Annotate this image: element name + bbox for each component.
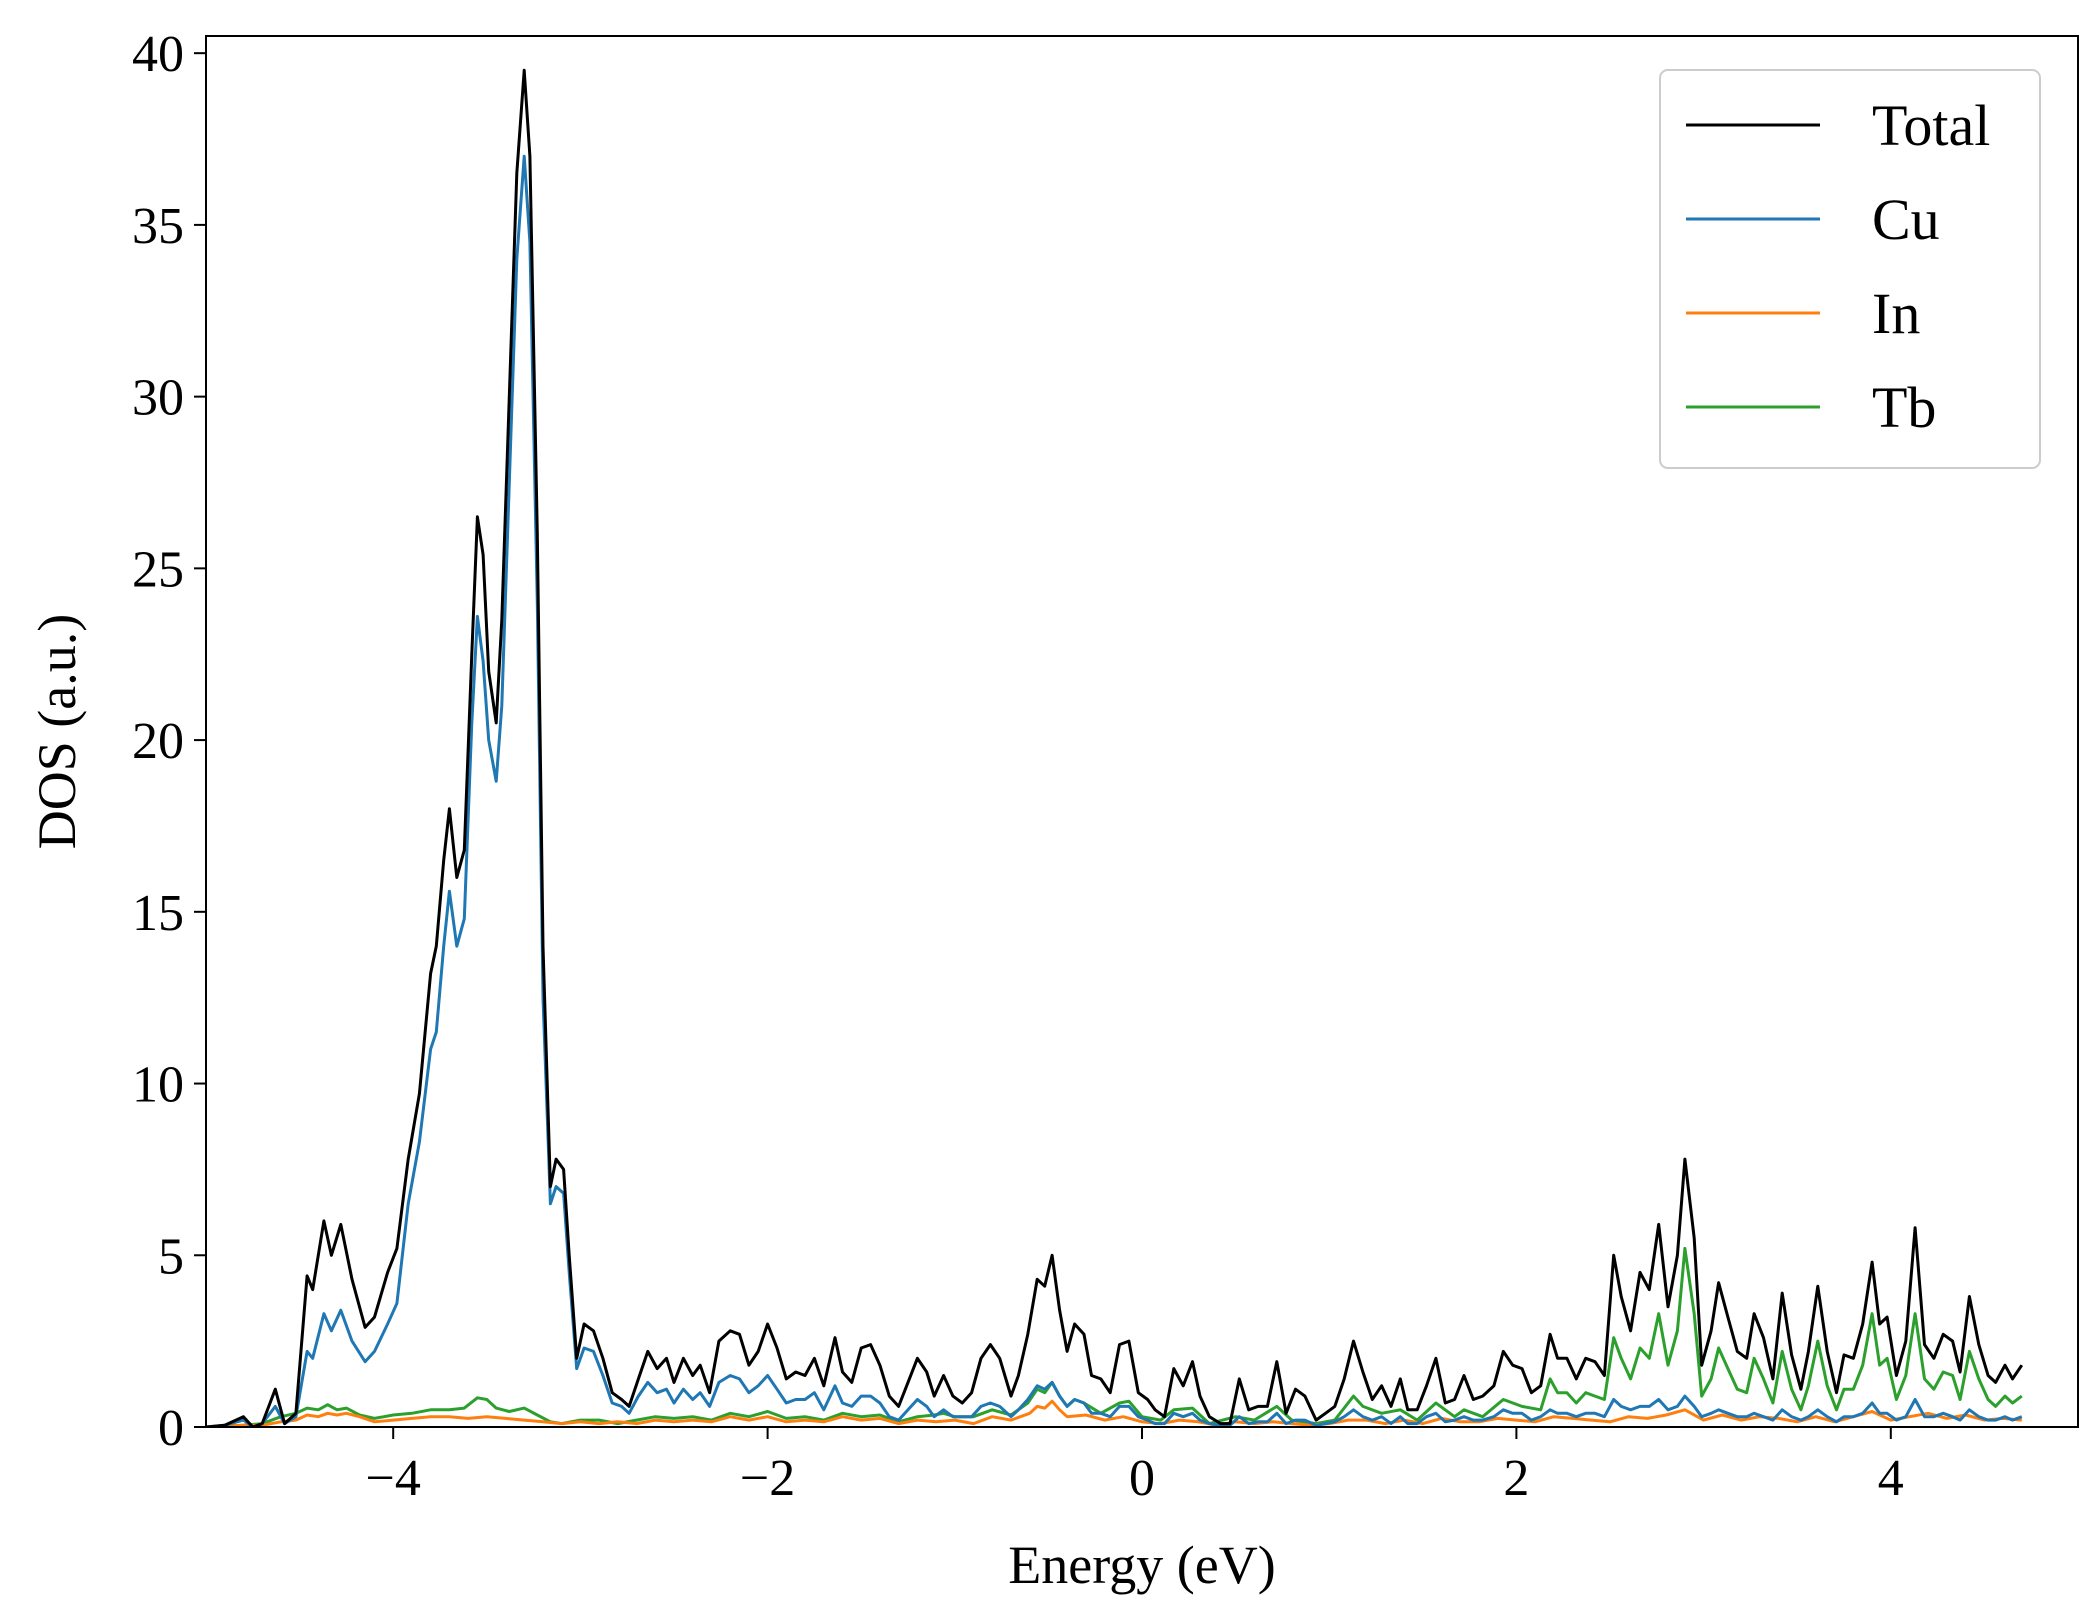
y-tick-label: 15 <box>132 885 184 942</box>
series-line-cu <box>206 154 2023 1427</box>
y-axis-label: DOS (a.u.) <box>27 614 87 849</box>
y-tick-label: 30 <box>132 370 184 427</box>
x-axis: −4 −2 0 2 4 <box>366 1427 1904 1507</box>
y-tick-label: 10 <box>132 1057 184 1114</box>
x-axis-label: Energy (eV) <box>1008 1535 1275 1595</box>
x-tick-label: 2 <box>1503 1450 1529 1507</box>
series-line-in <box>206 1399 2022 1427</box>
x-tick-label: 4 <box>1878 1450 1904 1507</box>
y-tick-label: 35 <box>132 198 184 255</box>
x-tick-label: −4 <box>366 1450 421 1507</box>
y-tick-label: 5 <box>158 1228 184 1285</box>
series-line-total <box>206 68 2024 1427</box>
legend-label-tb: Tb <box>1872 375 1936 440</box>
y-tick-label: 0 <box>158 1400 184 1457</box>
y-tick-label: 40 <box>132 26 184 83</box>
x-tick-label: 0 <box>1129 1450 1155 1507</box>
legend-box <box>1659 69 2041 469</box>
y-tick-label: 20 <box>132 713 184 770</box>
y-tick-label: 25 <box>132 541 184 598</box>
series-line-tb <box>206 1246 2023 1427</box>
legend-label-cu: Cu <box>1872 187 1940 252</box>
y-axis: 0 5 10 15 20 25 30 35 40 <box>132 26 206 1457</box>
legend-label-in: In <box>1872 281 1920 346</box>
legend-label-total: Total <box>1872 93 1990 158</box>
x-tick-label: −2 <box>740 1450 795 1507</box>
series-layer <box>206 68 2024 1427</box>
legend: Total Cu In Tb <box>1659 69 2041 469</box>
